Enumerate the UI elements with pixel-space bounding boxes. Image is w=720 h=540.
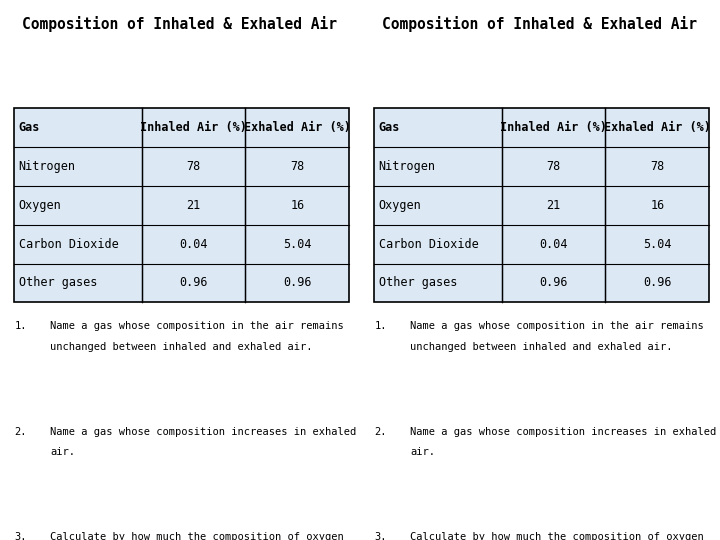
- Text: 0.96: 0.96: [643, 276, 672, 289]
- Text: Nitrogen: Nitrogen: [19, 160, 76, 173]
- Text: 0.96: 0.96: [283, 276, 312, 289]
- Text: Other gases: Other gases: [19, 276, 97, 289]
- Text: 78: 78: [186, 160, 201, 173]
- Text: Name a gas whose composition in the air remains: Name a gas whose composition in the air …: [410, 321, 704, 332]
- Text: 0.96: 0.96: [539, 276, 568, 289]
- Bar: [374, 108, 709, 302]
- Text: Name a gas whose composition in the air remains: Name a gas whose composition in the air …: [50, 321, 344, 332]
- Text: Gas: Gas: [19, 121, 40, 134]
- Text: Name a gas whose composition increases in exhaled: Name a gas whose composition increases i…: [50, 427, 356, 437]
- Text: 78: 78: [546, 160, 561, 173]
- Text: Calculate by how much the composition of oxygen: Calculate by how much the composition of…: [410, 532, 704, 540]
- Bar: [14, 108, 349, 302]
- Text: 1.: 1.: [14, 321, 27, 332]
- Text: Inhaled Air (%): Inhaled Air (%): [500, 121, 607, 134]
- Text: unchanged between inhaled and exhaled air.: unchanged between inhaled and exhaled ai…: [410, 342, 673, 352]
- Text: 0.04: 0.04: [179, 238, 208, 251]
- Text: Name a gas whose composition increases in exhaled: Name a gas whose composition increases i…: [410, 427, 716, 437]
- Text: 0.96: 0.96: [179, 276, 208, 289]
- Text: 0.04: 0.04: [539, 238, 568, 251]
- Text: Oxygen: Oxygen: [379, 199, 421, 212]
- Text: Oxygen: Oxygen: [19, 199, 61, 212]
- Text: 21: 21: [186, 199, 201, 212]
- Text: 78: 78: [650, 160, 665, 173]
- Text: unchanged between inhaled and exhaled air.: unchanged between inhaled and exhaled ai…: [50, 342, 313, 352]
- Text: 1.: 1.: [374, 321, 387, 332]
- Text: Calculate by how much the composition of oxygen: Calculate by how much the composition of…: [50, 532, 344, 540]
- Text: 78: 78: [290, 160, 305, 173]
- Text: 16: 16: [650, 199, 665, 212]
- Text: Gas: Gas: [379, 121, 400, 134]
- Text: Nitrogen: Nitrogen: [379, 160, 436, 173]
- Text: air.: air.: [410, 447, 436, 457]
- Text: 2.: 2.: [14, 427, 27, 437]
- Text: 5.04: 5.04: [643, 238, 672, 251]
- Text: Other gases: Other gases: [379, 276, 457, 289]
- Text: 16: 16: [290, 199, 305, 212]
- Text: 3.: 3.: [14, 532, 27, 540]
- Text: 2.: 2.: [374, 427, 387, 437]
- Text: 3.: 3.: [374, 532, 387, 540]
- Text: Exhaled Air (%): Exhaled Air (%): [244, 121, 351, 134]
- Text: Carbon Dioxide: Carbon Dioxide: [379, 238, 479, 251]
- Text: Carbon Dioxide: Carbon Dioxide: [19, 238, 119, 251]
- Text: 5.04: 5.04: [283, 238, 312, 251]
- Text: air.: air.: [50, 447, 76, 457]
- Text: Exhaled Air (%): Exhaled Air (%): [604, 121, 711, 134]
- Text: Inhaled Air (%): Inhaled Air (%): [140, 121, 247, 134]
- Text: 21: 21: [546, 199, 561, 212]
- Text: Composition of Inhaled & Exhaled Air: Composition of Inhaled & Exhaled Air: [22, 16, 338, 32]
- Text: Composition of Inhaled & Exhaled Air: Composition of Inhaled & Exhaled Air: [382, 16, 698, 32]
